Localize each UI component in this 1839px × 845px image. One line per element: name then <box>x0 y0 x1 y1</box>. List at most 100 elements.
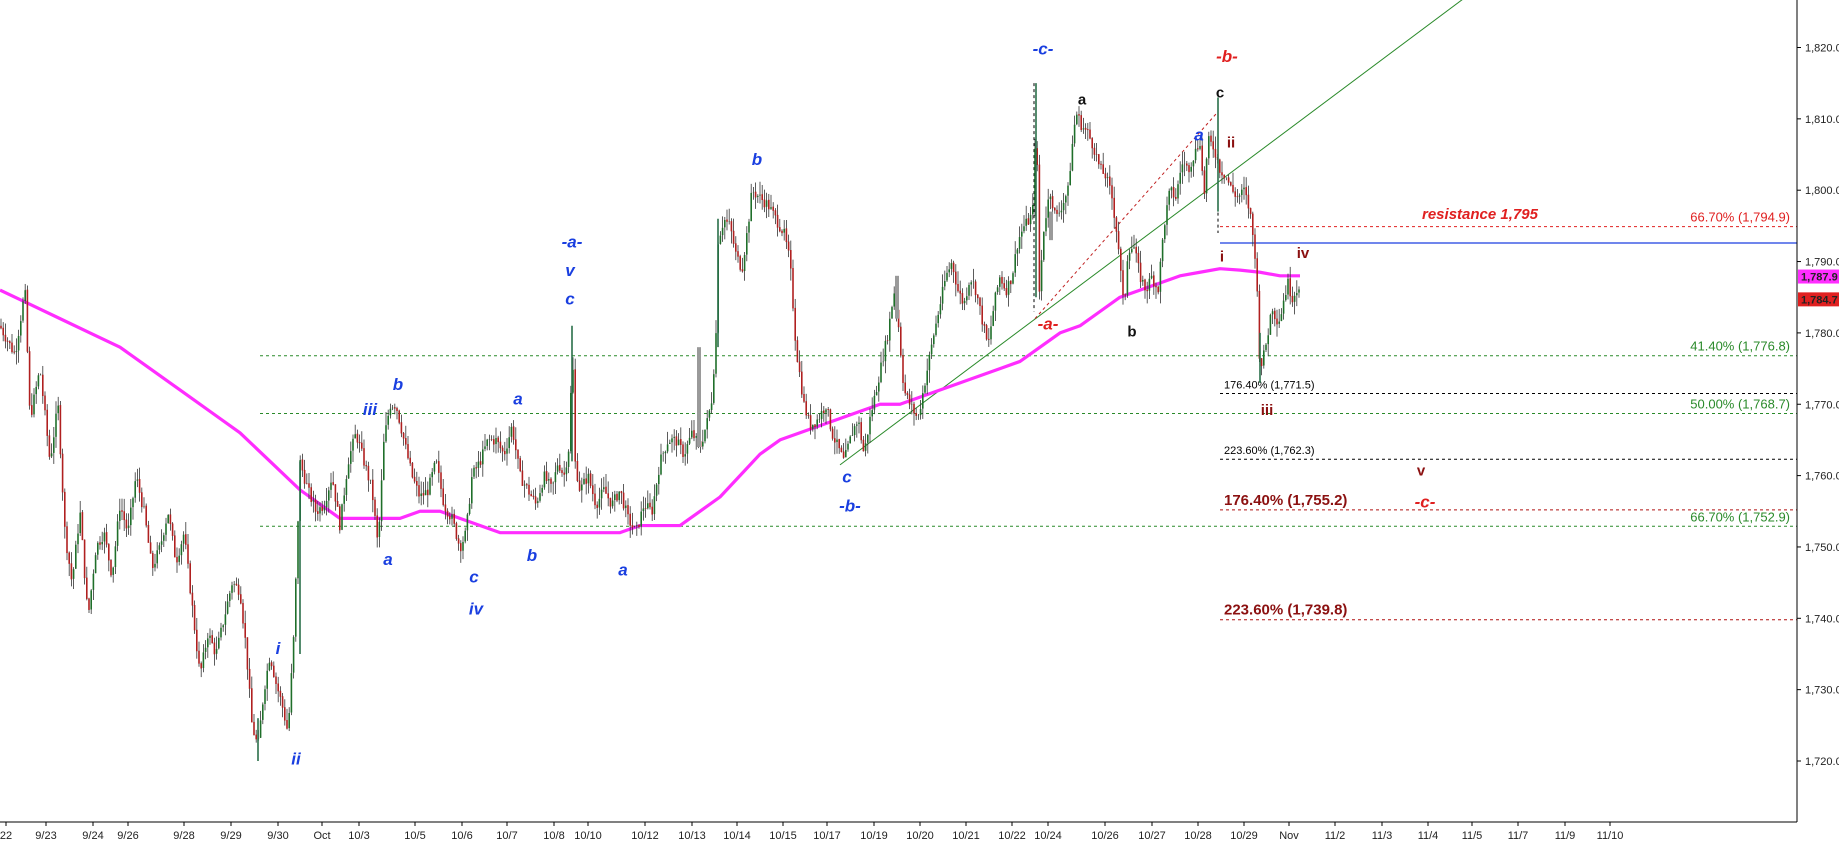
x-tick-label: 10/21 <box>952 830 980 842</box>
x-tick-label: 11/9 <box>1555 830 1576 842</box>
wave-label: -a- <box>562 232 583 251</box>
fib-level-label: 50.00% (1,768.7) <box>1690 397 1790 412</box>
y-tick-label: 1,800.0 <box>1805 185 1839 197</box>
wave-label: ii <box>291 750 302 769</box>
wave-label: b <box>527 546 537 565</box>
wave-label: c <box>1216 84 1224 101</box>
wave-label: a <box>383 550 392 569</box>
wave-label: -b- <box>1216 47 1238 66</box>
x-tick-label: 10/17 <box>813 830 841 842</box>
x-tick-label: 9/30 <box>267 830 288 842</box>
wave-label: a <box>1078 92 1087 109</box>
trendline <box>1034 111 1219 319</box>
x-tick-label: 11/7 <box>1508 830 1529 842</box>
y-tick-label: 1,730.0 <box>1805 685 1839 697</box>
x-tick-label: 10/13 <box>678 830 706 842</box>
x-tick-label: Oct <box>313 830 330 842</box>
wave-label: c <box>842 468 852 487</box>
y-tick-label: 1,810.0 <box>1805 114 1839 126</box>
wave-label: -c- <box>1415 493 1436 512</box>
wave-label: i <box>1220 249 1224 266</box>
wave-label: -b- <box>839 496 861 515</box>
fib-level-label: 176.40% (1,755.2) <box>1224 492 1347 509</box>
x-tick-label: 10/12 <box>631 830 659 842</box>
wave-label: a <box>513 389 522 408</box>
wave-label: iii <box>1261 402 1274 419</box>
y-tick-label: 1,820.0 <box>1805 43 1839 55</box>
wave-label: -a- <box>1038 314 1059 333</box>
wave-label: b <box>1127 323 1136 340</box>
fib-level-label: 66.70% (1,752.9) <box>1690 509 1790 524</box>
x-tick-label: 10/24 <box>1034 830 1062 842</box>
x-tick-label: 9/28 <box>173 830 194 842</box>
x-tick-label: 10/26 <box>1091 830 1119 842</box>
wave-label: b <box>393 375 403 394</box>
fib-level-label: 223.60% (1,762.3) <box>1224 445 1315 457</box>
marker-bar <box>895 275 899 319</box>
fib-level-label: 176.40% (1,771.5) <box>1224 380 1315 392</box>
y-tick-label: 1,750.0 <box>1805 542 1839 554</box>
y-tick-label: 1,760.0 <box>1805 471 1839 483</box>
wave-label: ii <box>1227 134 1235 151</box>
x-tick-label: 10/5 <box>404 830 425 842</box>
x-tick-label: 10/28 <box>1184 830 1212 842</box>
wave-label: -c- <box>1033 40 1054 59</box>
wave-label: i <box>276 639 282 658</box>
wave-label: iv <box>1297 245 1310 262</box>
x-tick-label: 10/10 <box>574 830 602 842</box>
price-tag <box>1798 292 1839 307</box>
x-tick-label: Nov <box>1279 830 1299 842</box>
wave-label: c <box>565 289 575 308</box>
fib-level-label: 66.70% (1,794.9) <box>1690 210 1790 225</box>
price-tag-label: 1,787.9 <box>1801 272 1838 284</box>
wave-label: iii <box>363 400 378 419</box>
marker-bar <box>697 347 701 448</box>
x-tick-label: 10/3 <box>348 830 369 842</box>
wave-label: iv <box>469 600 485 619</box>
price-candles <box>0 83 1300 761</box>
x-tick-label: 10/22 <box>998 830 1026 842</box>
y-tick-label: 1,790.0 <box>1805 257 1839 269</box>
x-tick-label: 9/24 <box>82 830 103 842</box>
x-tick-label: 10/8 <box>543 830 564 842</box>
wave-label: v <box>1417 463 1426 480</box>
wave-label: c <box>469 568 479 587</box>
wave-label: a <box>1194 125 1203 144</box>
x-tick-label: 11/10 <box>1597 830 1624 842</box>
x-tick-label: 11/5 <box>1462 830 1483 842</box>
x-tick-label: 10/20 <box>906 830 934 842</box>
x-tick-label: 9/29 <box>220 830 241 842</box>
wave-label: a <box>618 560 627 579</box>
x-tick-label: 9/23 <box>35 830 56 842</box>
fib-level-label: 223.60% (1,739.8) <box>1224 602 1347 619</box>
x-tick-label: 10/27 <box>1138 830 1166 842</box>
x-tick-label: 10/7 <box>496 830 517 842</box>
x-tick-label: 10/6 <box>451 830 472 842</box>
x-tick-label: 11/2 <box>1325 830 1346 842</box>
y-tick-label: 1,770.0 <box>1805 399 1839 411</box>
y-tick-label: 1,720.0 <box>1805 756 1839 768</box>
y-tick-label: 1,740.0 <box>1805 613 1839 625</box>
marker-bar <box>1049 211 1053 241</box>
wave-label: v <box>565 261 576 280</box>
x-axis: 22 9/23 9/24 9/26 9/28 9/29 9/30 Oct 10/3 10/5 10/… <box>0 821 1797 842</box>
y-axis: 1,720.0 1,730.0 1,740.0 1,750.0 1,760.0 1,770… <box>1796 0 1839 822</box>
y-tick-label: 1,780.0 <box>1805 328 1839 340</box>
x-tick-label: 10/14 <box>723 830 751 842</box>
x-tick-label: 9/26 <box>117 830 138 842</box>
x-tick-label: 22 <box>0 830 12 842</box>
x-tick-label: 10/19 <box>860 830 888 842</box>
x-tick-label: 11/4 <box>1418 830 1439 842</box>
x-tick-label: 11/3 <box>1372 830 1393 842</box>
wave-label: b <box>752 150 762 169</box>
fibonacci-levels: 41.40% (1,776.8) 50.00% (1,768.7) 66.70% (… <box>260 206 1797 621</box>
fib-level-label: 41.40% (1,776.8) <box>1690 339 1790 354</box>
price-tag-label: 1,784.7 <box>1801 294 1838 306</box>
wave-annotations: iiiiiibacivab-a-vcabc-b--c--a-aba-b-ciii… <box>276 40 1436 769</box>
x-tick-label: 10/29 <box>1230 830 1258 842</box>
resistance-label: resistance 1,795 <box>1422 206 1539 223</box>
x-tick-label: 10/15 <box>769 830 797 842</box>
price-tag <box>1798 269 1839 284</box>
